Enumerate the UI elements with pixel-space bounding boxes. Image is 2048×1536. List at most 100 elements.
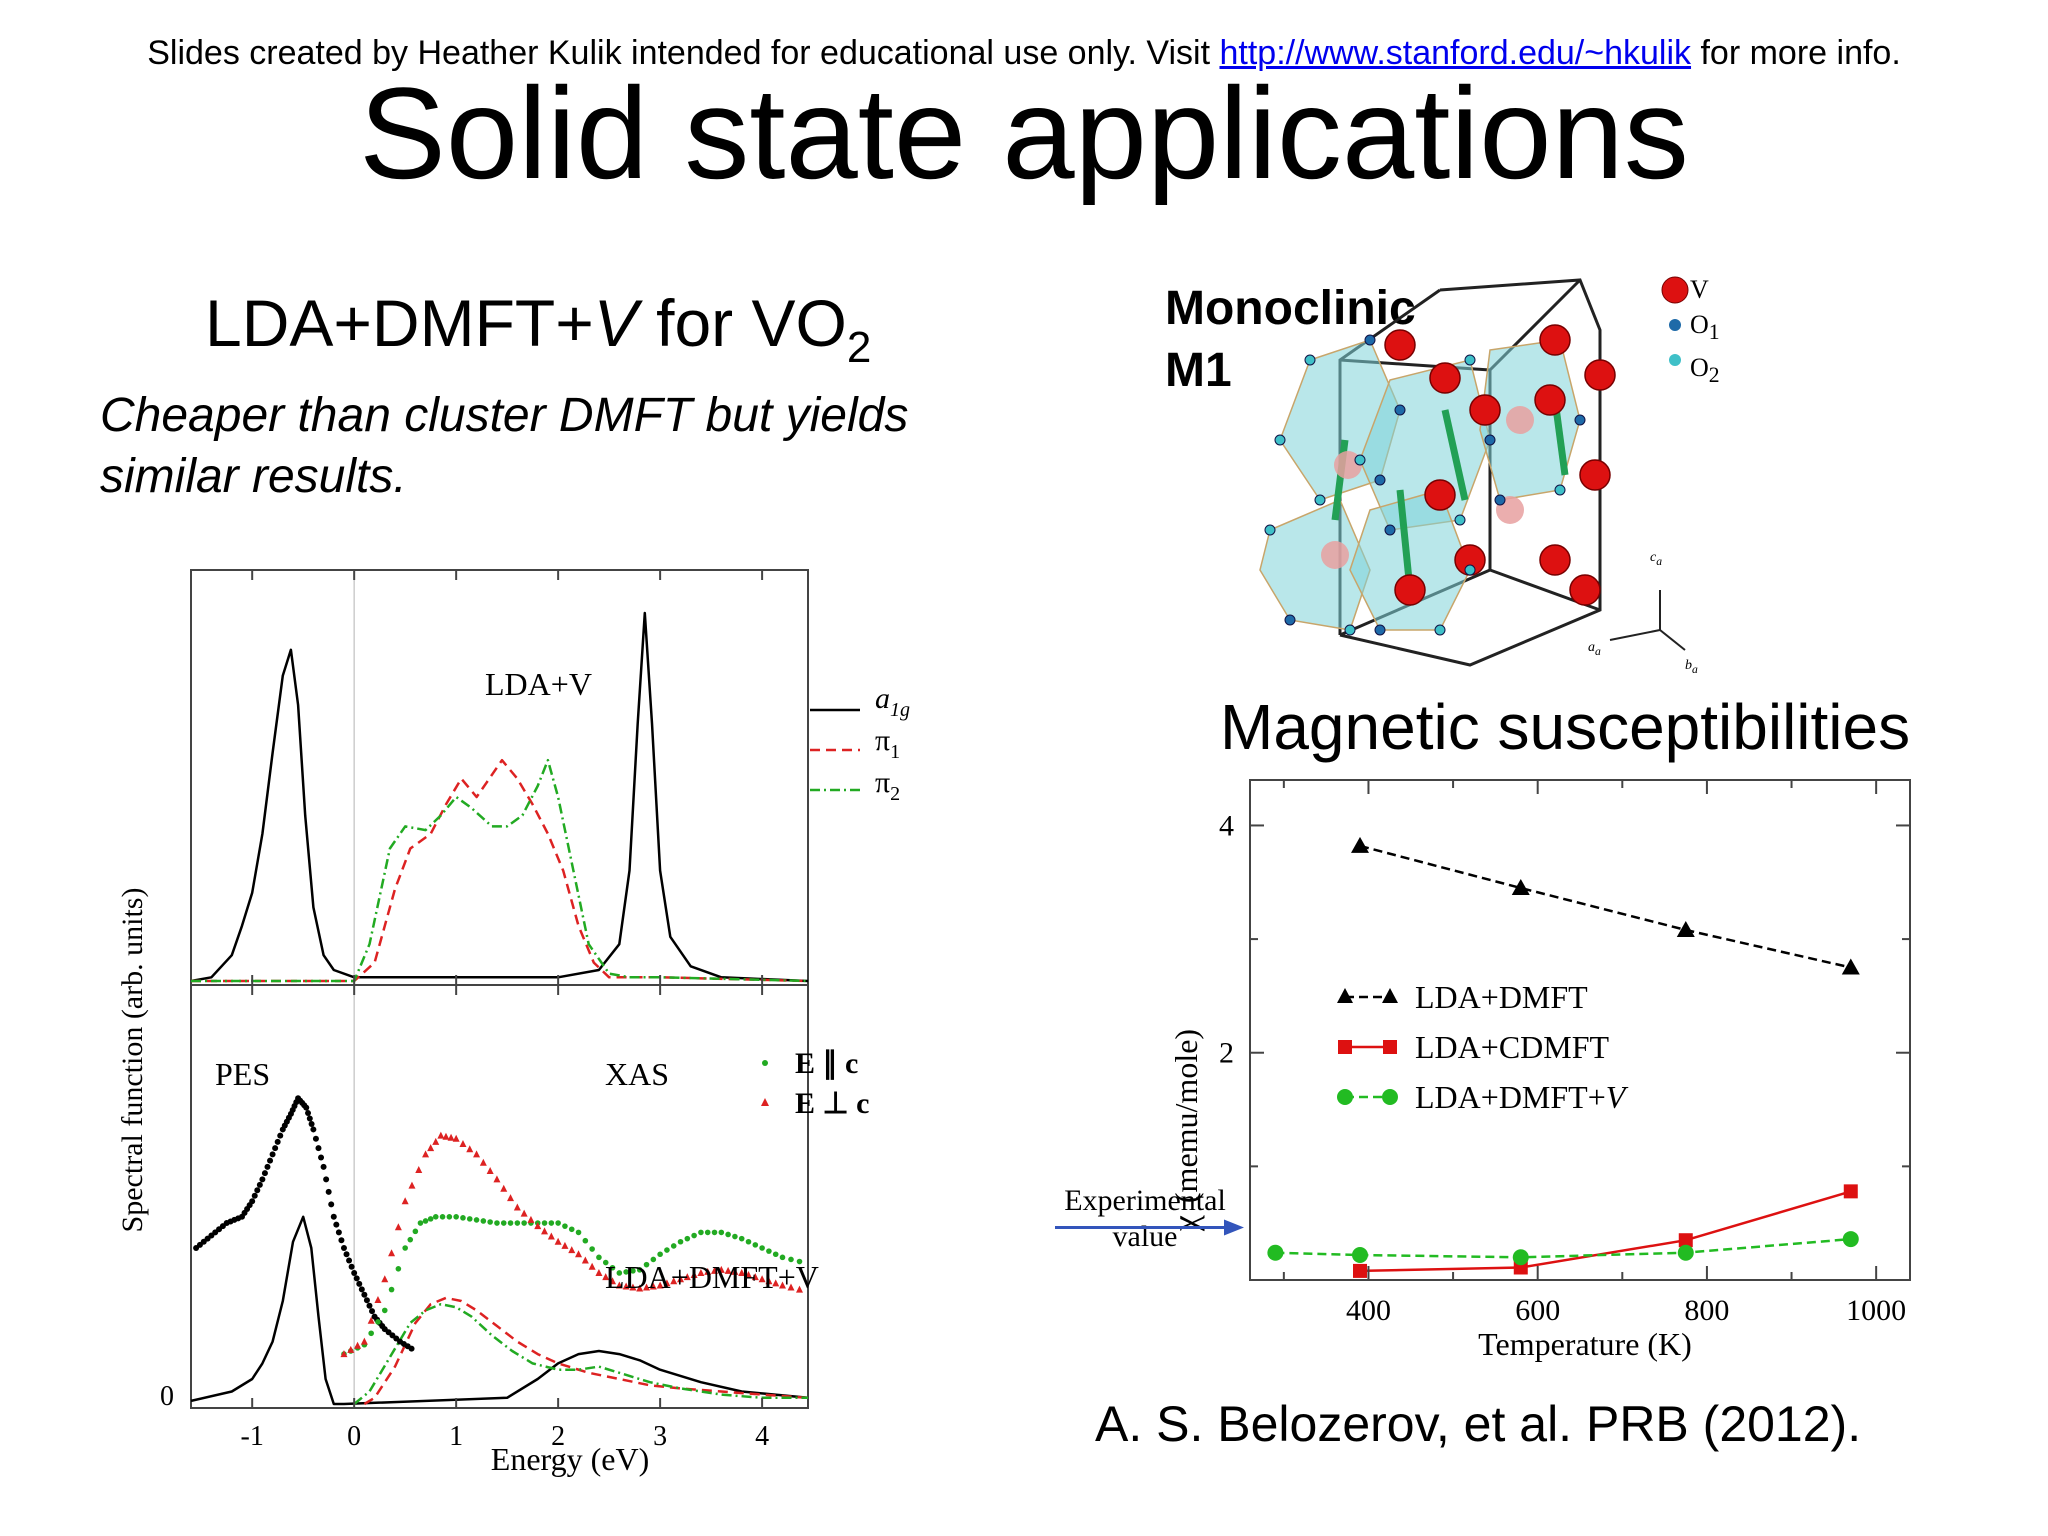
data-point	[408, 1345, 415, 1352]
data-point	[643, 1283, 651, 1291]
spectral-panel-frame-2	[190, 984, 809, 1409]
data-point	[427, 1144, 435, 1152]
v-atom	[1424, 479, 1456, 511]
data-point	[731, 1267, 739, 1275]
data-point	[249, 1198, 256, 1205]
octahedra	[1259, 339, 1581, 631]
data-point	[738, 1268, 746, 1276]
data-point	[453, 1214, 459, 1220]
data-point	[513, 1203, 521, 1211]
data-point	[555, 1220, 561, 1226]
legend-eperp-label: E ⊥ c	[795, 1087, 869, 1120]
spectral-panel-frame-1	[190, 569, 809, 986]
data-point	[541, 1220, 548, 1226]
legend-pi2-label: π2	[875, 766, 900, 805]
axes-triad	[1609, 590, 1686, 651]
data-point	[677, 1275, 685, 1283]
data-point	[711, 1229, 718, 1236]
v-atom-inner	[1321, 541, 1349, 569]
data-point	[473, 1150, 481, 1158]
y-tick-label: 2	[1219, 1037, 1234, 1070]
data-point	[683, 1273, 691, 1281]
data-point	[568, 1226, 575, 1233]
magnetic-heading: Magnetic susceptibilities	[1220, 691, 1911, 763]
data-point	[369, 1308, 376, 1315]
data-point	[690, 1271, 698, 1279]
o1-atom	[1384, 524, 1396, 536]
data-point	[691, 1232, 697, 1239]
data-point	[388, 1286, 395, 1293]
data-point	[303, 1104, 310, 1111]
data-point	[588, 1262, 596, 1270]
data-point	[348, 1263, 355, 1270]
data-point	[407, 1236, 414, 1243]
data-point	[514, 1220, 521, 1226]
magnetic-chart-series	[1267, 836, 1860, 1278]
v-atom	[1384, 329, 1416, 361]
data-point	[630, 1268, 636, 1274]
structure-legend-labels: V O1 O2	[1690, 272, 1720, 393]
data-point	[356, 1280, 363, 1287]
o2-atom	[1464, 564, 1476, 576]
data-point	[698, 1229, 704, 1236]
legend-ldacdmft-label: LDA+CDMFT	[1415, 1029, 1610, 1065]
spectral-xlabel: Energy (eV)	[491, 1441, 649, 1477]
structure-legend	[1661, 276, 1689, 366]
data-point	[310, 1126, 317, 1133]
o2-atom	[1344, 624, 1356, 636]
data-point	[1677, 1244, 1694, 1261]
v-v-bond-3	[1396, 489, 1414, 591]
data-point	[751, 1273, 759, 1281]
series-e-c-markers	[341, 1214, 803, 1357]
axis-label-b: ba	[1685, 658, 1698, 676]
kulik-website-link[interactable]: http://www.stanford.edu/~hkulik	[1219, 34, 1692, 72]
x-tick-label: 0	[347, 1421, 361, 1452]
data-point	[335, 1229, 342, 1236]
o2-atom	[1464, 354, 1476, 366]
data-point	[670, 1243, 677, 1249]
data-point	[251, 1192, 258, 1199]
legend-epar-swatch	[762, 1060, 768, 1066]
o1-atom	[1394, 404, 1406, 416]
left-note: Cheaper than cluster DMFT but yields sim…	[100, 389, 909, 504]
series-a1g-panel2	[190, 1215, 809, 1406]
spectral-ylabel: Spectral function (arb. units)	[116, 888, 149, 1233]
data-point	[494, 1220, 500, 1226]
header-note-suffix: for more info.	[1691, 34, 1901, 72]
data-point	[437, 1131, 445, 1139]
data-point	[432, 1137, 440, 1145]
data-point	[1843, 1184, 1858, 1199]
data-point	[1676, 921, 1695, 937]
panel-top-legend: a1g π1 π2	[810, 682, 910, 805]
data-point	[615, 1281, 623, 1289]
spectral-chart-frame	[190, 569, 809, 1409]
data-point	[388, 1249, 396, 1257]
data-point	[460, 1215, 466, 1221]
data-point	[487, 1219, 493, 1225]
legend-ldadmftv-label: LDA+DMFT+V	[1415, 1079, 1629, 1115]
data-point	[328, 1201, 335, 1208]
legend-o2-swatch	[1669, 354, 1681, 366]
data-point	[363, 1297, 370, 1304]
data-point	[1353, 1263, 1367, 1278]
data-point	[758, 1275, 766, 1283]
legend-v-label: V	[1690, 275, 1709, 304]
data-point	[650, 1256, 657, 1263]
legend-o2-label: O2	[1690, 353, 1720, 388]
data-point	[745, 1271, 753, 1279]
series-lda-cdmft-line	[1359, 1190, 1852, 1273]
data-point	[677, 1238, 684, 1245]
data-point	[796, 1258, 803, 1265]
experimental-label-line2: value	[1113, 1220, 1178, 1253]
legend-o1-label: O1	[1690, 310, 1720, 345]
legend-ldadmft-label: LDA+DMFT	[1415, 979, 1588, 1015]
crystal-structure-illustration	[1259, 276, 1689, 667]
data-point	[308, 1120, 315, 1127]
data-point	[554, 1237, 562, 1245]
v-atom	[1429, 362, 1461, 394]
data-point	[724, 1266, 732, 1274]
data-point	[704, 1229, 711, 1236]
magnetic-legend: LDA+DMFT LDA+CDMFT LDA+DMFT+V	[1337, 979, 1629, 1115]
data-point	[261, 1170, 268, 1177]
data-point	[547, 1232, 555, 1240]
